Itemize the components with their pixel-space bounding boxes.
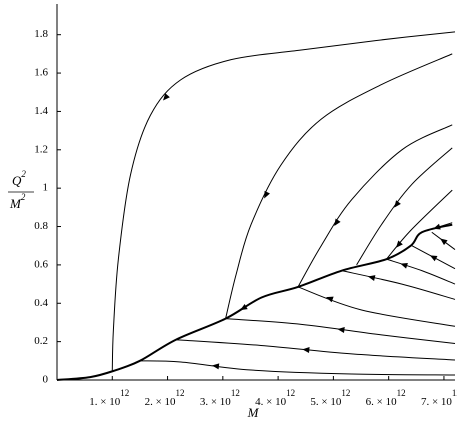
y-tick-label: 1.2 [34,143,48,155]
flow-arrow [400,262,408,269]
flow-arrow [396,240,403,248]
flow-line [297,124,453,288]
flow-arrow [337,327,345,334]
x-tick-label: 3. × 1012 [200,388,240,407]
y-axis-label: Q2 M2 [8,169,34,211]
y-tick-label: 0.6 [34,258,48,270]
denominator: M [9,196,22,211]
x-tick-label: 5. × 1012 [310,388,350,407]
flow-line [386,189,453,260]
flow-arrow [326,296,334,303]
x-axis-label: M [247,405,260,420]
x-tick-exponent: 12 [231,388,240,398]
x-tick-mantissa: 2. × 10 [145,396,176,408]
flow-line [139,360,456,376]
y-tick-label: 1.8 [34,28,48,40]
x-tick-mantissa: 5. × 10 [310,396,341,408]
flow-arrow [433,223,441,230]
x-tick-label: 6. × 1012 [366,388,406,407]
x-tick-mantissa: 1. × 10 [89,396,120,408]
flow-line [111,31,456,371]
flow-arrow [302,346,310,353]
y-tick-label: 0.8 [34,220,48,232]
flow-line [341,270,456,300]
flow-line [297,286,456,327]
flow-line [356,147,453,266]
x-tick-mantissa: 7. × 10 [421,396,452,408]
x-tick-exponent: 12 [397,388,406,398]
x-tick-mantissa: 6. × 10 [366,396,397,408]
flow-line [225,318,456,345]
y-label-numerator: Q2 [12,169,26,188]
x-tick-mantissa: 4. × 10 [255,396,286,408]
flow-arrow [264,190,270,199]
y-label-denominator: M2 [9,192,26,211]
flow-arrow [440,238,448,246]
numerator: Q [12,173,22,188]
y-tick-label: 1.4 [34,105,48,117]
y-tick-label: 1 [43,182,49,194]
flow-line [225,53,453,319]
x-tick-label: 2. × 1012 [145,388,185,407]
y-tick-label: 0.4 [34,297,48,309]
numerator-exp: 2 [21,169,26,179]
x-tick-label: 4. × 1012 [255,388,295,407]
flow-line [386,258,456,285]
flow-arrow [334,218,341,227]
flow-arrow [367,275,376,281]
x-tick-exponent: 12 [452,388,457,398]
flow-arrow [163,93,170,101]
flow-arrow [240,303,248,311]
flow-line [175,339,456,361]
flow-arrow [394,200,401,208]
flow-line [56,223,453,381]
x-tick-label: 1. × 1012 [89,388,129,407]
x-tick-mantissa: 3. × 10 [200,396,231,408]
x-tick-exponent: 12 [286,388,295,398]
y-tick-label: 1.6 [34,67,48,79]
x-tick-exponent: 12 [120,388,129,398]
y-tick-label: 0.2 [34,335,48,347]
x-tick-exponent: 12 [341,388,350,398]
flow-arrow [211,363,220,370]
y-tick-label: 0 [43,374,49,386]
denominator-exp: 2 [21,192,26,202]
x-tick-exponent: 12 [176,388,185,398]
x-tick-label: 7. × 1012 [421,388,457,407]
flow-arrow [429,255,438,262]
